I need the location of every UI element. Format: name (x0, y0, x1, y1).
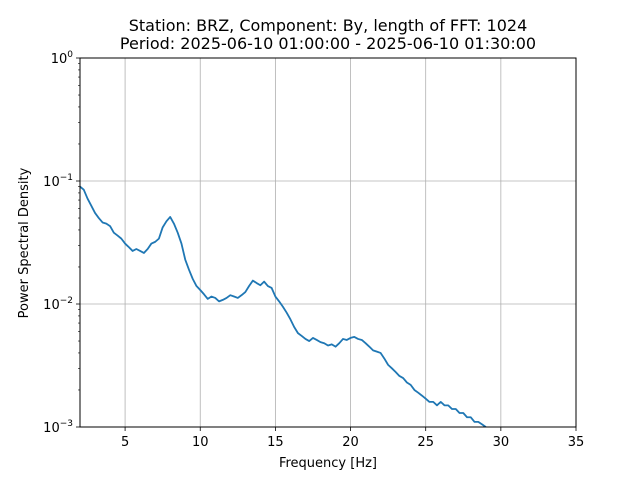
y-tick-label: 10−1 (43, 173, 73, 190)
x-tick-label: 30 (493, 435, 510, 450)
x-axis-label: Frequency [Hz] (279, 456, 377, 471)
y-tick-label: 10−3 (43, 419, 73, 436)
x-tick-label: 20 (342, 435, 359, 450)
y-tick-exponent: −1 (60, 173, 73, 183)
y-axis-label: Power Spectral Density (17, 167, 32, 318)
x-tick-label: 25 (417, 435, 434, 450)
y-tick-exponent: −3 (60, 419, 73, 429)
x-tick-label: 5 (121, 435, 129, 450)
plot-frame (79, 57, 577, 428)
x-tick-label: 10 (192, 435, 209, 450)
y-tick-label: 10−2 (43, 296, 73, 313)
y-tick-label: 100 (51, 50, 74, 67)
y-tick-base: 10 (43, 421, 60, 436)
series-layer (80, 185, 487, 427)
x-tick-label: 35 (568, 435, 585, 450)
chart-title: Station: BRZ, Component: By, length of F… (120, 16, 536, 53)
y-tick-base: 10 (43, 175, 60, 190)
chart-title-line-1: Station: BRZ, Component: By, length of F… (129, 16, 528, 35)
y-tick-base: 10 (43, 298, 60, 313)
x-axis: 5 10 15 20 25 30 35 (121, 427, 584, 450)
y-tick-base: 10 (51, 52, 68, 67)
series-line-0 (80, 185, 487, 427)
y-tick-exponent: 0 (67, 50, 73, 60)
x-tick-label: 15 (267, 435, 284, 450)
chart-title-line-2: Period: 2025-06-10 01:00:00 - 2025-06-10… (120, 34, 536, 53)
y-tick-exponent: −2 (60, 296, 73, 306)
